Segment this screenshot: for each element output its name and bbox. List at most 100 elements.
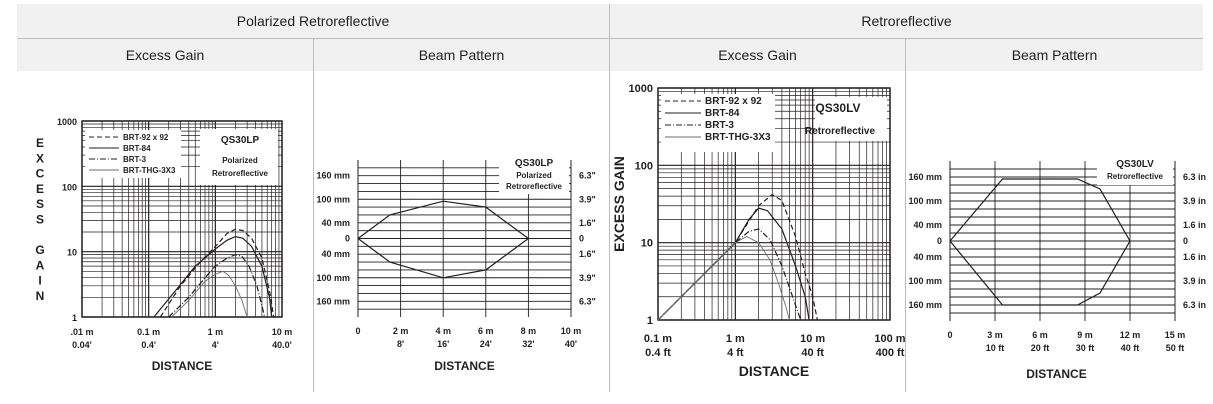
model-name: QS30LV (815, 101, 860, 115)
model-box (200, 129, 278, 185)
series-line-brt-3 (657, 228, 802, 321)
x-tick-label-metric: 3 m (987, 330, 1003, 340)
model-description: Retroreflective (1107, 172, 1164, 181)
x-tick-label-metric: 10 m (561, 326, 582, 336)
y-tick-label-left: 100 mm (908, 276, 942, 286)
legend-label: BRT-THG-3X3 (123, 166, 176, 175)
model-description: Polarized (222, 156, 258, 165)
x-tick-label-imperial: 50 ft (1166, 343, 1185, 353)
subheader-excess-gain-2: Excess Gain (610, 38, 905, 71)
subheader-label: Beam Pattern (1011, 47, 1098, 63)
y-tick-label-left: 160 mm (316, 296, 350, 306)
x-tick-label-imperial: 30 ft (1076, 343, 1095, 353)
section-header-retroreflective: Retroreflective (610, 4, 1203, 38)
y-axis-label-letter: G (35, 243, 44, 257)
y-tick-label-right: 1.6 in (1183, 252, 1206, 262)
y-tick-label: 1000 (57, 117, 77, 127)
x-tick-label-metric: 1 m (208, 327, 224, 337)
x-tick-label-metric: 10 m (272, 327, 293, 337)
x-tick-label-imperial: 40' (565, 339, 577, 349)
legend-label: BRT-THG-3X3 (705, 132, 771, 143)
y-tick-label-left: 40 mm (913, 252, 942, 262)
y-tick-label: 100 (635, 160, 653, 172)
y-axis-label-letter: N (36, 289, 45, 303)
y-tick-label: 1000 (629, 83, 653, 95)
x-tick-label-imperial: 16' (437, 339, 449, 349)
x-tick-label-metric: 4 m (435, 326, 451, 336)
y-tick-label-right: 1.6 in (1183, 220, 1206, 230)
x-axis-label: DISTANCE (152, 359, 212, 373)
y-tick-label-left: 160 mm (908, 300, 942, 310)
legend-label: BRT-84 (123, 144, 151, 153)
beam-pattern-line (357, 200, 530, 279)
subheader-beam-pattern-2: Beam Pattern (906, 38, 1203, 71)
subheader-label: Excess Gain (718, 47, 797, 63)
series-line-brt-3 (168, 254, 266, 318)
x-tick-label-imperial: 0.04' (72, 340, 92, 350)
x-tick-label-metric: 9 m (1077, 330, 1093, 340)
x-axis-label: DISTANCE (1026, 367, 1086, 381)
y-tick-label-right: 1.6" (579, 249, 596, 259)
model-name: QS30LV (1116, 159, 1154, 170)
column-divider (313, 38, 314, 392)
y-tick-label-left: 0 (937, 236, 942, 246)
y-tick-label-left: 0 (345, 234, 350, 244)
x-tick-label-imperial: 4 ft (727, 347, 744, 359)
model-box (499, 158, 569, 194)
y-tick-label-right: 3.9 in (1183, 196, 1206, 206)
x-tick-label-imperial: 40.0' (272, 340, 292, 350)
x-tick-label-imperial: 4' (212, 340, 219, 350)
column-divider (905, 38, 906, 392)
subheader-label: Excess Gain (125, 47, 205, 63)
x-tick-label-metric: 0.1 m (644, 333, 672, 345)
x-axis-label: DISTANCE (434, 359, 494, 373)
section-header-polarized: Polarized Retroreflective (17, 4, 609, 38)
y-tick-label-right: 3.9" (579, 273, 596, 283)
series-line-brt-92-x-92 (159, 228, 275, 318)
y-axis-label-letter: E (36, 182, 44, 196)
subheader-beam-pattern-1: Beam Pattern (314, 38, 609, 71)
legend-label: BRT-84 (705, 108, 740, 119)
y-axis-label-letter: S (36, 213, 44, 227)
model-name: QS30LP (221, 135, 260, 146)
y-tick-label-right: 6.3 in (1183, 300, 1206, 310)
y-tick-label-left: 100 mm (316, 194, 350, 204)
y-tick-label-right: 6.3" (579, 171, 596, 181)
series-line-brt-thg-3x3 (657, 235, 790, 321)
x-tick-label-imperial: 0.4' (141, 340, 156, 350)
subheader-excess-gain-1: Excess Gain (17, 38, 313, 71)
x-tick-label-metric: 1 m (726, 333, 745, 345)
y-axis-label-letter: I (38, 274, 41, 288)
y-tick-label: 100 (62, 182, 77, 192)
y-tick-label: 1 (72, 313, 77, 323)
model-box (1097, 159, 1173, 185)
y-tick-label-left: 40 mm (321, 218, 350, 228)
subheader-label: Beam Pattern (418, 47, 505, 63)
plot-frame (81, 120, 283, 318)
model-description: Retroreflective (805, 126, 875, 137)
x-tick-label-metric: 0 (947, 330, 952, 340)
y-tick-label-right: 6.3 in (1183, 172, 1206, 182)
x-tick-label-metric: 100 m (874, 333, 905, 345)
plot-frame (657, 87, 891, 321)
legend-label: BRT-92 x 92 (705, 96, 762, 107)
model-description: Retroreflective (212, 169, 269, 178)
x-tick-label-metric: .01 m (70, 327, 93, 337)
y-tick-label-right: 0 (579, 234, 584, 244)
x-tick-label-metric: 8 m (521, 326, 537, 336)
y-axis-label-letter: X (36, 151, 44, 165)
y-tick-label-left: 100 mm (908, 196, 942, 206)
y-tick-label-right: 3.9 in (1183, 276, 1206, 286)
column-divider (609, 4, 610, 392)
x-tick-label-metric: 2 m (393, 326, 409, 336)
y-tick-label: 10 (67, 248, 77, 258)
x-tick-label-metric: 6 m (478, 326, 494, 336)
series-line-brt-84 (657, 207, 810, 321)
x-axis-label: DISTANCE (739, 363, 810, 379)
y-axis-label-letter: A (36, 258, 45, 272)
x-tick-label-imperial: 40 ft (1121, 343, 1140, 353)
x-tick-label-imperial: 8' (397, 339, 404, 349)
y-axis-label: EXCESS GAIN (611, 156, 627, 252)
y-tick-label-left: 160 mm (316, 171, 350, 181)
